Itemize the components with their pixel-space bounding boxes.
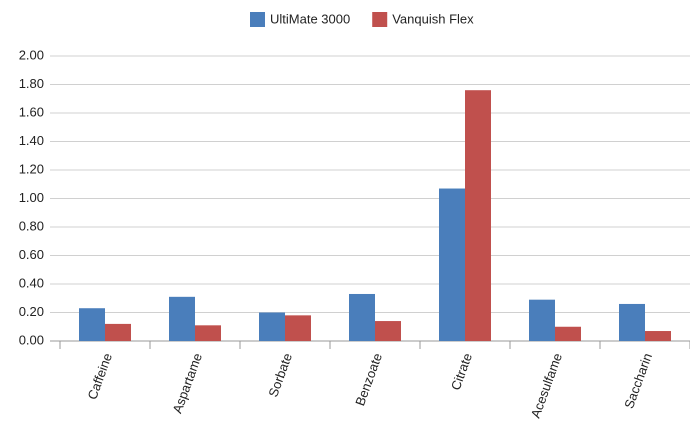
bar [195,325,221,341]
y-tick-label: 0.80 [19,218,44,233]
bar [645,331,671,341]
y-tick-label: 0.60 [19,247,44,262]
bar [285,315,311,341]
x-tick-label: Benzoate [352,351,385,408]
bar [349,293,375,341]
legend-label: Vanquish Flex [392,11,474,26]
legend-label: UltiMate 3000 [270,11,350,26]
bar [259,312,285,341]
y-tick-label: 1.80 [19,76,44,91]
legend-swatch [372,12,388,27]
y-tick-label: 1.20 [19,161,44,176]
bar [619,303,645,341]
y-tick-label: 2.00 [19,47,44,62]
bar [169,296,195,341]
x-tick-label: Aspartame [169,351,205,415]
y-tick-label: 1.40 [19,133,44,148]
x-tick-label: Saccharin [621,351,655,410]
bar [529,299,555,341]
bar [105,323,131,341]
bar [465,90,491,341]
x-tick-label: Acesulfame [528,351,565,420]
y-tick-label: 1.00 [19,190,44,205]
x-tick-label: Caffeine [84,351,115,401]
bar [79,308,105,341]
x-tick-label: Sorbate [265,351,295,399]
y-tick-label: 1.60 [19,104,44,119]
y-tick-label: 0.40 [19,275,44,290]
x-tick-label: Citrate [448,351,475,392]
bar [375,321,401,341]
bar [439,188,465,341]
legend-swatch [250,12,265,27]
y-tick-label: 0.00 [19,332,44,347]
bar [555,326,581,341]
y-tick-label: 0.20 [19,304,44,319]
